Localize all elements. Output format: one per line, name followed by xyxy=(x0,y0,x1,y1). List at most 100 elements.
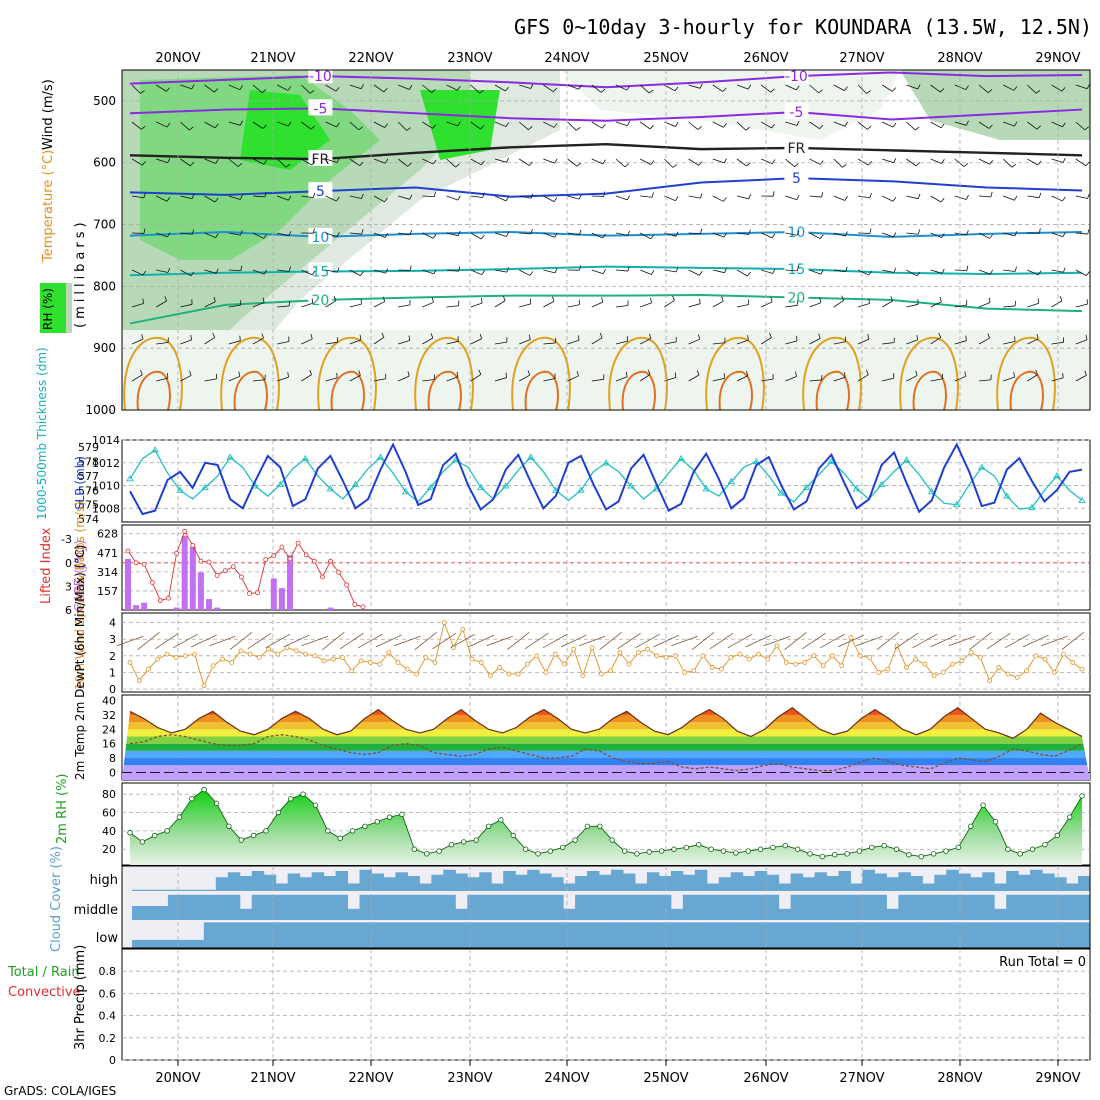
thickness-point xyxy=(1028,503,1036,511)
wind-barb-flag xyxy=(748,229,751,235)
wind-barb xyxy=(1027,84,1037,94)
wind-barb xyxy=(301,195,314,199)
wind-barb-flag xyxy=(240,230,243,236)
wind-barb-flag xyxy=(867,125,872,130)
wind-barb xyxy=(131,158,143,166)
wind-barb xyxy=(277,376,289,382)
temp-tick-label: 40 xyxy=(102,695,116,708)
wind-barb xyxy=(785,158,795,168)
thickness-point xyxy=(151,446,159,453)
cloud-bar xyxy=(419,883,432,891)
wind-barb xyxy=(131,84,141,94)
wind10m-barb xyxy=(876,631,900,651)
cloud-bar xyxy=(539,922,552,948)
wind-barb-flag xyxy=(506,231,510,237)
cloud-bar xyxy=(754,922,768,948)
rh-point xyxy=(930,851,937,857)
wind-barb xyxy=(712,300,724,308)
wind-barb-flag xyxy=(576,162,582,167)
cloud-bar xyxy=(994,908,1007,920)
wind-barb-flag xyxy=(481,270,485,275)
wind-barb xyxy=(301,374,312,382)
wind-barb-flag xyxy=(916,271,921,277)
wind-barb-flag xyxy=(506,157,510,163)
cloud-bar xyxy=(179,889,193,891)
cloud-bar xyxy=(934,894,947,920)
cloud-bar xyxy=(838,922,851,948)
cloud-bar xyxy=(299,894,313,920)
wind-barb-flag xyxy=(506,267,509,273)
wind-barb xyxy=(373,84,385,93)
wind-speed-point xyxy=(488,673,493,679)
wind10m-barb xyxy=(339,632,364,650)
thickness-point xyxy=(977,463,986,470)
wind-barb-flag xyxy=(674,86,679,92)
cloud-bar xyxy=(287,922,301,948)
wind-barb-flag xyxy=(215,268,219,274)
rh-point xyxy=(572,837,578,843)
wind-barb-flag xyxy=(1037,160,1042,166)
wind10m-barb xyxy=(301,635,329,647)
cloud-bar xyxy=(275,883,289,891)
wind-tick-label: 0 xyxy=(109,683,116,696)
wind-speed-point xyxy=(552,651,558,657)
wind-barb-flag xyxy=(893,158,897,163)
wind-barb-flag xyxy=(892,122,897,128)
wind-barb xyxy=(446,195,459,201)
date-axes: 20NOV 20NOV 21NOV 21NOV 22NOV 22NOV 23NOV 23NOV… xyxy=(155,51,1080,1086)
wind-barb-flag xyxy=(601,297,604,303)
wind10m-barb xyxy=(894,632,919,650)
wind-barb-flag xyxy=(821,192,824,198)
rh-point xyxy=(349,828,356,834)
isotherm-label-bg xyxy=(308,290,333,307)
wind-barb-flag xyxy=(167,267,171,273)
rh-point xyxy=(980,802,986,808)
wind-barb-flag xyxy=(432,124,437,129)
wind-barb xyxy=(640,232,651,240)
cloud-bar xyxy=(371,922,384,948)
cape-bar xyxy=(327,607,334,610)
wind-barb-flag xyxy=(916,334,919,340)
rh-point xyxy=(498,817,504,823)
cloud-bar xyxy=(1042,922,1055,948)
li-point xyxy=(319,574,325,580)
isotherm-label-bg xyxy=(784,103,809,120)
wind-speed-point xyxy=(728,655,734,660)
li-point xyxy=(166,595,171,601)
cloud-bar xyxy=(1066,922,1079,948)
wind-barb xyxy=(470,374,482,382)
li-point xyxy=(238,574,244,580)
wind-barb-flag xyxy=(941,233,945,238)
wind-barb-flag xyxy=(647,369,651,375)
isotherm-label: 5 xyxy=(792,171,801,187)
wind-barb xyxy=(1051,232,1064,238)
rh-point xyxy=(461,839,467,845)
rh-shading xyxy=(900,70,1090,140)
thickness-point xyxy=(752,457,761,465)
wind-barb-flag xyxy=(215,159,219,164)
wind-barb xyxy=(1003,341,1016,345)
thickness-point xyxy=(777,489,786,496)
wind-barb xyxy=(833,269,846,273)
rh-point xyxy=(881,842,887,849)
wind-barb-flag xyxy=(384,123,388,128)
cape-label: CAPE (J/kg) xyxy=(73,540,88,612)
temp-band xyxy=(122,722,1090,730)
wind-barb-flag xyxy=(648,89,654,94)
cloud-bar xyxy=(251,922,265,948)
wind-barb-flag xyxy=(650,297,652,303)
wind-barb xyxy=(277,232,289,237)
wind-speed-point xyxy=(1005,671,1011,677)
wind-barb xyxy=(1075,158,1086,167)
wind-barb xyxy=(615,158,626,168)
cloud-bar xyxy=(1054,877,1067,891)
rh-point xyxy=(708,846,714,852)
cloud-level-label: high xyxy=(90,873,118,888)
cloud-bar xyxy=(479,922,492,948)
li-point xyxy=(198,558,204,564)
wind-barb xyxy=(664,300,675,308)
wind10m-barb xyxy=(671,635,698,647)
wind-barb xyxy=(156,121,168,128)
rh-point xyxy=(832,852,838,858)
cloud-bar xyxy=(958,873,971,891)
